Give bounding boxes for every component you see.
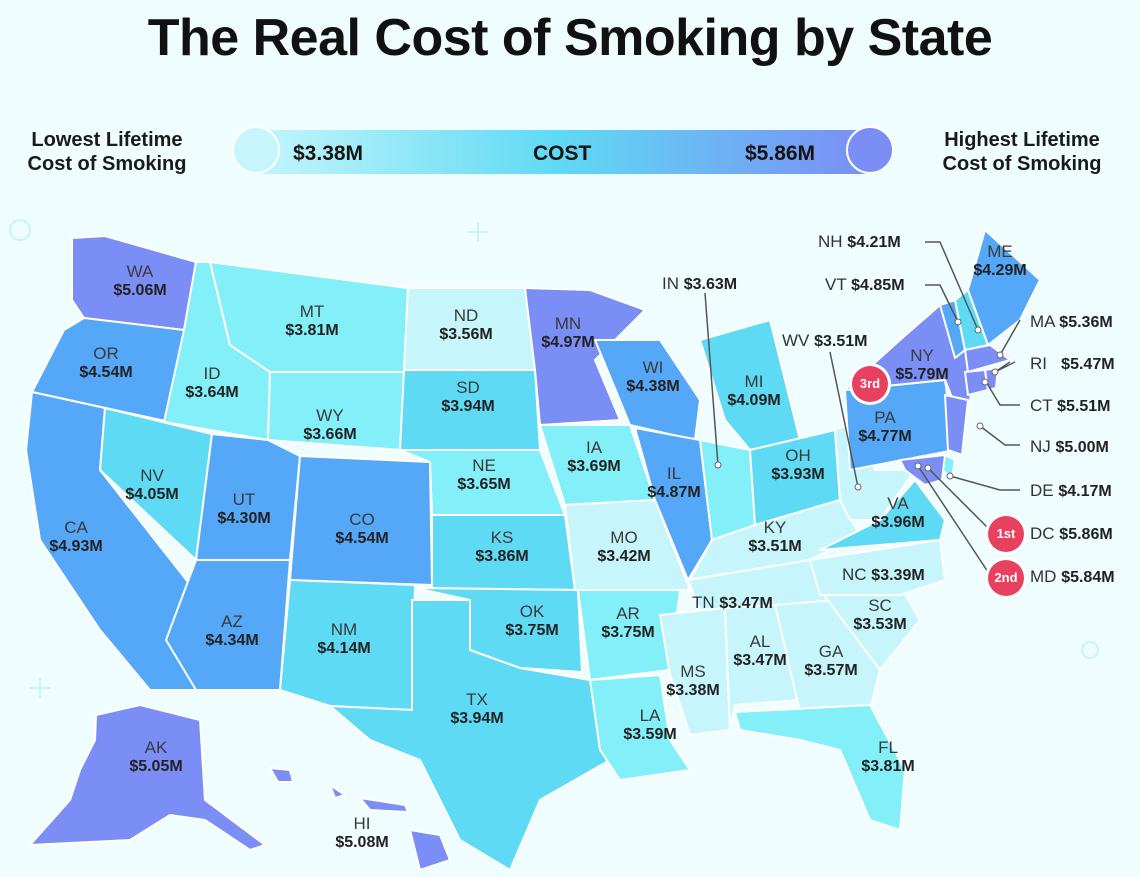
- label-GA: GA $3.57M: [804, 642, 858, 679]
- page-title: The Real Cost of Smoking by State: [147, 9, 993, 67]
- callout-CT: CT $5.51M: [1030, 396, 1111, 415]
- state-AK: [29, 704, 266, 851]
- label-OH: OH $3.93M: [771, 446, 825, 483]
- label-ND: ND $3.56M: [439, 306, 493, 343]
- label-SC: SC $3.53M: [853, 596, 907, 633]
- label-NY: NY $5.79M: [895, 346, 949, 383]
- state-MS: [659, 607, 731, 736]
- state-FL: [734, 704, 906, 831]
- label-NC: NC $3.39M: [842, 565, 925, 584]
- state-NC: [809, 539, 946, 596]
- label-OR: OR $4.54M: [79, 344, 133, 381]
- legend-high-dot: [846, 126, 894, 174]
- state-NJ: [944, 394, 969, 456]
- label-MT: MT $3.81M: [285, 302, 339, 339]
- label-LA: LA $3.59M: [623, 706, 677, 743]
- label-NE: NE $3.65M: [457, 456, 511, 493]
- state-AL: [724, 604, 801, 731]
- callout-IN: IN $3.63M: [662, 274, 738, 293]
- label-FL: FL $3.81M: [861, 738, 915, 775]
- legend-gradient-bar: [248, 130, 868, 174]
- label-MN: MN $4.97M: [541, 314, 595, 351]
- label-NM: NM $4.14M: [317, 620, 371, 657]
- state-LA: [589, 674, 691, 781]
- label-ME: ME $4.29M: [973, 242, 1027, 279]
- label-CO: CO $4.54M: [335, 510, 389, 547]
- state-WI: [594, 339, 701, 441]
- label-AZ: AZ $4.34M: [205, 612, 259, 649]
- label-AR: AR $3.75M: [601, 604, 655, 641]
- legend-center-label: COST: [533, 142, 592, 165]
- state-ME: [967, 229, 1041, 346]
- state-GA: [774, 599, 881, 713]
- state-MO: [564, 499, 691, 591]
- callout-MA: MA $5.36M: [1030, 312, 1113, 331]
- label-WA: WA $5.06M: [113, 262, 167, 299]
- callout-NJ: NJ $5.00M: [1030, 437, 1109, 456]
- state-AZ: [165, 559, 291, 691]
- label-MO: MO $3.42M: [597, 528, 651, 565]
- label-IL: IL $4.87M: [647, 464, 701, 501]
- label-TN: TN $3.47M: [692, 593, 773, 612]
- label-NV: NV $4.05M: [125, 466, 179, 503]
- legend-high-label: Highest Lifetime Cost of Smoking: [942, 129, 1102, 175]
- label-VA: VA $3.96M: [871, 494, 925, 531]
- callout-NH: NH $4.21M: [818, 232, 901, 251]
- rank-badge-first: 1st: [988, 516, 1024, 552]
- callout-VT: VT $4.85M: [825, 275, 905, 294]
- callout-DC: DC $5.86M: [1030, 524, 1113, 543]
- label-SD: SD $3.94M: [441, 378, 495, 415]
- label-KS: KS $3.86M: [475, 528, 529, 565]
- legend-low-label: Lowest Lifetime Cost of Smoking: [27, 129, 187, 175]
- callout-MD: MD $5.84M: [1030, 567, 1115, 586]
- label-TX: TX $3.94M: [450, 690, 504, 727]
- legend-min-value: $3.38M: [293, 142, 364, 165]
- callout-DE: DE $4.17M: [1030, 481, 1112, 500]
- label-CA: CA $4.93M: [49, 518, 103, 555]
- legend-low-dot: [232, 126, 280, 174]
- callout-RI: RI $5.47M: [1030, 354, 1115, 373]
- state-MD: [899, 454, 946, 486]
- rank-badge-second: 2nd: [988, 560, 1024, 596]
- legend-max-value: $5.86M: [745, 142, 816, 165]
- label-AL: AL $3.47M: [733, 632, 787, 669]
- rank-badge-third: 3rd: [852, 366, 888, 402]
- state-HI: [269, 767, 451, 871]
- label-PA: PA $4.77M: [858, 408, 912, 445]
- label-MI: MI $4.09M: [727, 372, 781, 409]
- state-VA: [819, 479, 946, 551]
- label-KY: KY $3.51M: [748, 518, 802, 555]
- callout-WV: WV $3.51M: [782, 331, 868, 350]
- label-ID: ID $3.64M: [185, 364, 239, 401]
- label-UT: UT $4.30M: [217, 490, 271, 527]
- label-OK: OK $3.75M: [505, 602, 559, 639]
- label-WI: WI $4.38M: [626, 358, 680, 395]
- label-WY: WY $3.66M: [303, 406, 357, 443]
- state-TX: [329, 599, 611, 871]
- state-MN: [524, 287, 646, 426]
- label-IA: IA $3.69M: [567, 438, 621, 475]
- label-AK: AK $5.05M: [129, 738, 183, 775]
- label-MS: MS $3.38M: [666, 662, 720, 699]
- label-HI: HI $5.08M: [335, 814, 389, 851]
